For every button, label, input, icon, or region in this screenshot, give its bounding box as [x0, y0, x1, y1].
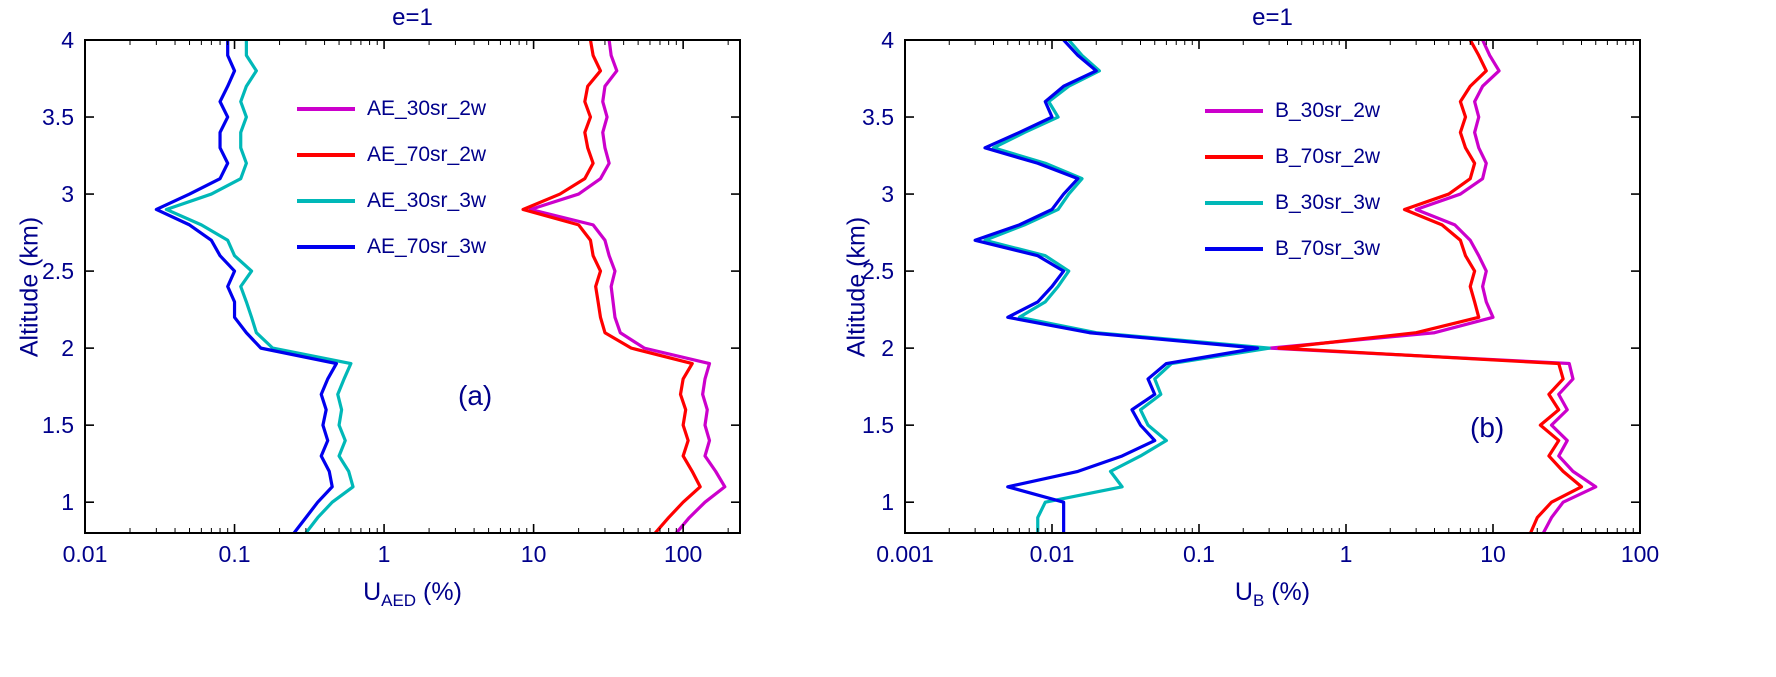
legend-line-swatch [297, 199, 355, 203]
legend-item: AE_70sr_3w [297, 224, 486, 270]
y-tick-label: 4 [61, 27, 74, 53]
legend-item: B_30sr_3w [1205, 180, 1380, 226]
series-B_30sr_2w [1267, 40, 1598, 533]
panel-label-a: (a) [458, 380, 493, 411]
legend-b: B_30sr_2w B_70sr_2w B_30sr_3w B_70sr_3w [1205, 88, 1380, 272]
y-axis-label-b: Altitude (km) [842, 216, 871, 357]
legend-label: AE_70sr_2w [367, 143, 487, 166]
series-AE_70sr_2w [521, 40, 702, 533]
x-axis-label-suffix-b: (%) [1264, 578, 1311, 606]
x-axis-label-suffix-a: (%) [416, 578, 462, 606]
x-tick-label: 0.1 [1183, 541, 1215, 567]
y-tick-label: 3.5 [862, 104, 894, 130]
x-axis-label-sub-a: AED [381, 591, 417, 610]
y-tick-label: 4 [881, 27, 894, 53]
legend-label: B_70sr_3w [1275, 237, 1381, 260]
legend-line-swatch [297, 153, 355, 157]
x-tick-label: 0.01 [63, 541, 108, 567]
x-tick-label: 10 [521, 541, 547, 567]
x-tick-label: 0.1 [219, 541, 251, 567]
x-tick-label: 1 [1340, 541, 1353, 567]
legend-line-swatch [297, 107, 355, 111]
panel-b: 0.001 0.01 0.1 1 10 100 1 1.5 2 2.5 3 3.5 4 e=1 Alti… [843, 0, 1776, 677]
panel-label-b: (b) [1470, 412, 1505, 443]
legend-label: B_30sr_3w [1275, 191, 1381, 214]
x-axis-label-main-a: U [363, 578, 382, 606]
series-B_30sr_3w [983, 40, 1271, 533]
series-AE_30sr_3w [164, 40, 355, 533]
legend-item: AE_30sr_3w [297, 178, 486, 224]
x-tick-label: 0.01 [1030, 541, 1075, 567]
legend-label: AE_30sr_3w [367, 189, 487, 212]
y-axis-label-a: Altitude (km) [15, 216, 44, 357]
legend-item: B_70sr_3w [1205, 226, 1380, 272]
x-axis-label-b: UB (%) [905, 578, 1640, 611]
legend-line-swatch [1205, 247, 1263, 251]
y-tick-label: 1.5 [862, 412, 894, 438]
y-tick-label: 3 [881, 181, 894, 207]
y-tick-label: 1 [881, 489, 894, 515]
y-tick-label: 3 [61, 181, 74, 207]
x-axis-label-a: UAED (%) [85, 578, 740, 611]
panel-a: 0.01 0.1 1 10 100 1 1.5 2 2.5 3 3.5 4 e=1 Altitude … [0, 0, 848, 677]
legend-line-swatch [1205, 155, 1263, 159]
x-axis-label-main-b: U [1234, 578, 1253, 606]
series-B_70sr_2w [1277, 40, 1584, 533]
x-tick-label: 100 [664, 541, 702, 567]
legend-a: AE_30sr_2w AE_70sr_2w AE_30sr_3w AE_70sr_3w [297, 86, 486, 270]
legend-item: B_70sr_2w [1205, 134, 1380, 180]
chart-title-a: e=1 [392, 4, 433, 31]
y-tick-label: 2 [881, 335, 894, 361]
y-tick-label: 2 [61, 335, 74, 361]
x-tick-label: 10 [1480, 541, 1506, 567]
series-AE_70sr_3w [154, 40, 339, 533]
plot-area-b: 0.001 0.01 0.1 1 10 100 1 1.5 2 2.5 3 3.5 4 [862, 27, 1659, 567]
legend-line-swatch [1205, 201, 1263, 205]
plot-area-a: 0.01 0.1 1 10 100 1 1.5 2 2.5 3 3.5 4 [42, 27, 741, 567]
legend-item: AE_30sr_2w [297, 86, 486, 132]
series-B_70sr_3w [973, 40, 1260, 533]
legend-item: AE_70sr_2w [297, 132, 486, 178]
axis-box [904, 39, 1641, 534]
x-tick-label: 100 [1621, 541, 1659, 567]
y-tick-label: 1 [61, 489, 74, 515]
series-AE_30sr_2w [528, 40, 727, 533]
chart-title-b: e=1 [1252, 4, 1293, 31]
legend-label: AE_30sr_2w [367, 97, 487, 120]
legend-label: B_30sr_2w [1275, 99, 1381, 122]
legend-label: B_70sr_2w [1275, 145, 1381, 168]
y-tick-label: 1.5 [42, 412, 74, 438]
axis-box [84, 39, 741, 534]
legend-item: B_30sr_2w [1205, 88, 1380, 134]
legend-line-swatch [1205, 109, 1263, 113]
y-tick-label: 2.5 [42, 258, 74, 284]
legend-label: AE_70sr_3w [367, 235, 487, 258]
legend-line-swatch [297, 245, 355, 249]
x-tick-label: 1 [378, 541, 391, 567]
y-tick-label: 2.5 [862, 258, 894, 284]
x-axis-label-sub-b: B [1252, 591, 1265, 610]
y-tick-label: 3.5 [42, 104, 74, 130]
x-tick-label: 0.001 [876, 541, 934, 567]
